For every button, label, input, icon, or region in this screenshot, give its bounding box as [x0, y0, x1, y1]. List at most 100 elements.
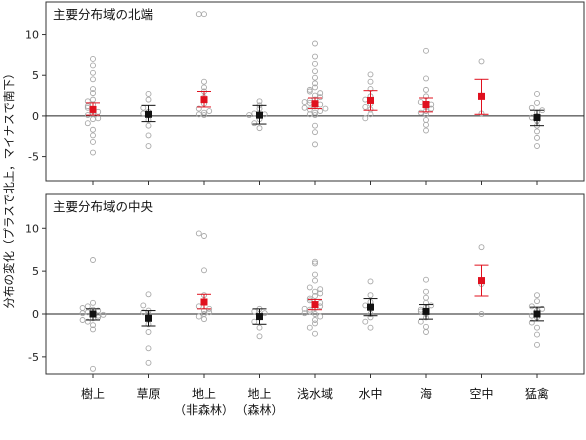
- raw-data-point: [306, 88, 313, 95]
- raw-data-point: [367, 71, 374, 78]
- mean-marker: [256, 313, 263, 321]
- raw-data-point: [90, 76, 96, 83]
- category-label: 草原: [136, 387, 160, 401]
- raw-data-point: [256, 324, 263, 331]
- raw-data-point: [306, 297, 313, 304]
- raw-data-point: [312, 320, 318, 327]
- category-label: 海: [420, 386, 432, 401]
- raw-data-point: [79, 317, 86, 323]
- raw-data-point: [90, 62, 96, 69]
- raw-data-point: [90, 138, 96, 145]
- raw-data-point: [423, 323, 429, 330]
- category-label: 浅水域: [297, 387, 333, 401]
- raw-data-point: [317, 94, 324, 101]
- raw-data-point: [423, 86, 429, 93]
- raw-data-point: [90, 86, 96, 93]
- raw-data-point: [423, 117, 429, 123]
- mean-marker: [533, 310, 541, 318]
- raw-data-point: [195, 105, 202, 112]
- raw-data-point: [90, 69, 96, 76]
- raw-data-point: [90, 132, 96, 139]
- y-tick-label: -5: [28, 351, 39, 364]
- mean-marker: [145, 314, 152, 322]
- mean-marker: [533, 114, 541, 122]
- raw-data-point: [312, 40, 318, 47]
- raw-data-point: [100, 311, 107, 318]
- raw-data-point: [367, 78, 374, 85]
- raw-data-point: [312, 84, 318, 91]
- raw-data-point: [534, 331, 540, 338]
- raw-data-point: [90, 96, 96, 103]
- raw-data-point: [478, 244, 485, 251]
- raw-data-point: [140, 309, 147, 316]
- raw-data-point: [201, 84, 207, 91]
- mean-marker: [89, 105, 97, 113]
- raw-data-point: [306, 86, 313, 93]
- raw-data-point: [201, 267, 207, 274]
- raw-data-point: [534, 292, 540, 299]
- raw-data-point: [322, 105, 329, 112]
- raw-data-point: [312, 53, 318, 60]
- raw-data-point: [140, 104, 147, 111]
- raw-data-point: [145, 122, 152, 129]
- raw-data-point: [145, 345, 152, 352]
- raw-data-point: [417, 318, 424, 325]
- raw-data-point: [145, 291, 152, 298]
- y-tick-label: 0: [32, 110, 39, 123]
- raw-data-point: [84, 303, 91, 310]
- mean-marker: [478, 92, 485, 100]
- raw-data-point: [312, 260, 318, 267]
- mean-marker: [145, 110, 152, 118]
- mean-marker: [200, 298, 208, 306]
- raw-data-point: [534, 298, 540, 305]
- mean-marker: [311, 100, 319, 108]
- raw-data-point: [90, 90, 96, 97]
- raw-data-point: [90, 116, 96, 123]
- raw-data-point: [256, 125, 263, 132]
- raw-data-point: [90, 299, 96, 306]
- raw-data-point: [79, 310, 86, 317]
- raw-data-point: [306, 324, 313, 331]
- raw-data-point: [246, 112, 253, 119]
- raw-data-point: [312, 68, 318, 75]
- mean-marker: [311, 301, 319, 309]
- mean-marker: [367, 303, 374, 311]
- raw-data-point: [539, 305, 546, 312]
- raw-data-point: [362, 115, 369, 122]
- raw-data-point: [201, 11, 207, 18]
- raw-data-point: [84, 120, 91, 127]
- mean-marker: [256, 111, 263, 119]
- raw-data-point: [306, 106, 313, 113]
- mean-marker: [422, 307, 430, 315]
- raw-data-point: [90, 322, 96, 329]
- raw-data-point: [312, 80, 318, 87]
- y-axis-label: 分布の変化（プラスで北上，マイナスで南下）: [2, 67, 16, 308]
- raw-data-point: [195, 230, 202, 237]
- raw-data-point: [312, 330, 318, 337]
- raw-data-point: [312, 317, 318, 323]
- raw-data-point: [201, 78, 207, 85]
- raw-data-point: [90, 326, 96, 333]
- raw-data-point: [256, 333, 263, 340]
- raw-data-point: [201, 109, 207, 116]
- raw-data-point: [301, 99, 308, 106]
- panel-title: 主要分布域の中央: [53, 199, 154, 214]
- panel-1: -5 0 5 10 主要分布域の北端: [25, 1, 585, 185]
- category-label: 地上（森林）: [235, 387, 283, 417]
- raw-data-point: [206, 309, 213, 316]
- raw-data-point: [367, 292, 374, 299]
- panel-frame: [45, 193, 585, 375]
- category-label: 空中: [469, 386, 493, 401]
- raw-data-point: [312, 74, 318, 81]
- raw-data-point: [306, 111, 313, 118]
- raw-data-point: [312, 311, 318, 317]
- raw-data-point: [145, 90, 152, 97]
- mean-marker: [367, 96, 374, 104]
- raw-data-point: [90, 257, 96, 263]
- raw-data-point: [145, 96, 152, 103]
- raw-data-point: [256, 98, 263, 105]
- y-tick-label: 5: [32, 265, 39, 278]
- raw-data-point: [301, 310, 308, 317]
- raw-data-point: [301, 104, 308, 111]
